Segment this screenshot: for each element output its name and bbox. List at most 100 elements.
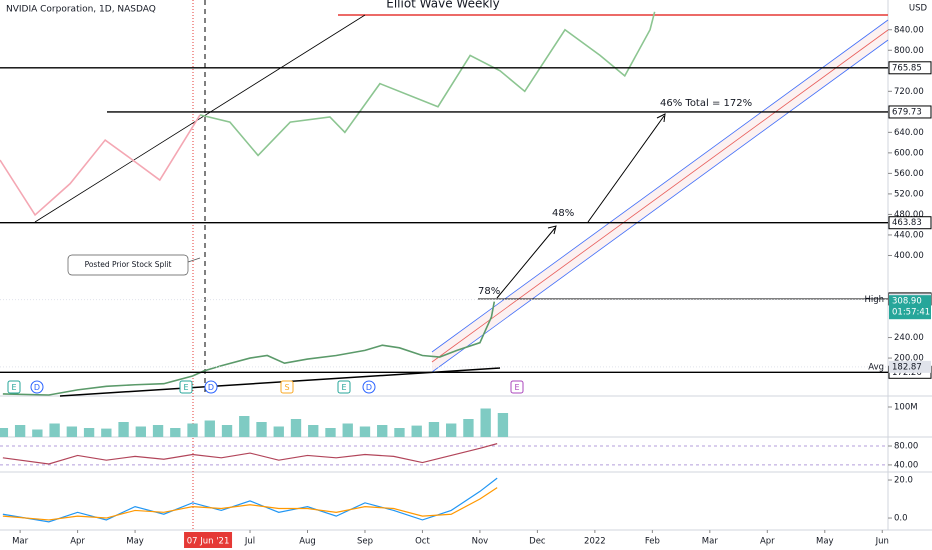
event-letter: E xyxy=(341,383,346,392)
last-tag: 308.90 xyxy=(892,297,922,307)
avg-tag: 182.87 xyxy=(892,362,922,372)
volume-bar xyxy=(463,419,474,437)
y-tick-label: 80.00 xyxy=(894,441,918,451)
volume-bar xyxy=(32,429,43,437)
avg-tag-bg xyxy=(889,360,931,373)
event-badge xyxy=(337,380,351,394)
price-tag: 463.83 xyxy=(892,218,922,228)
volume-bar xyxy=(411,425,422,437)
volume-bar xyxy=(204,420,215,437)
y-tick-label: 600.00 xyxy=(894,148,924,158)
price-tag: 765.85 xyxy=(892,63,922,73)
event-letter: E xyxy=(183,383,188,392)
y-tick-label: 240.00 xyxy=(894,333,924,343)
x-tick-label: 2022 xyxy=(584,537,606,547)
volume-bar xyxy=(428,422,440,437)
trend-line xyxy=(34,14,366,223)
y-tick-label: 840.00 xyxy=(894,25,924,35)
volume-bar xyxy=(221,425,233,437)
volume-bar xyxy=(187,423,198,437)
x-tick-label: Jun xyxy=(875,537,889,547)
volume-bar xyxy=(0,428,9,437)
event-badge xyxy=(30,380,44,394)
price-line xyxy=(0,114,201,217)
volume-bar xyxy=(101,428,112,437)
high-name: High xyxy=(864,295,884,305)
y-tick-label: 800.00 xyxy=(894,46,924,56)
price-line xyxy=(199,11,656,157)
x-tick-label: Nov xyxy=(472,537,489,547)
currency: USD xyxy=(909,4,928,14)
y-tick-label: 100M xyxy=(894,403,918,413)
x-tick-label: Apr xyxy=(70,537,85,547)
x-tick-label: Oct xyxy=(415,537,430,547)
y-tick-label: 440.00 xyxy=(894,230,924,240)
channel-upper xyxy=(431,19,889,353)
event-letter: S xyxy=(284,383,289,392)
heading: Elliot Wave Weekly xyxy=(386,0,500,11)
event-letter: E xyxy=(11,383,16,392)
price-line xyxy=(2,487,498,521)
volume-bar xyxy=(359,426,371,437)
x-tick-label: Feb xyxy=(645,537,660,547)
volume-bar xyxy=(377,425,388,437)
volume-bar xyxy=(118,422,129,437)
event-letter: D xyxy=(208,383,214,392)
volume-bar xyxy=(256,422,267,437)
countdown: 01:57:41 xyxy=(892,308,930,318)
event-badge xyxy=(280,380,294,394)
volume-bar xyxy=(308,425,319,437)
y-tick-label: 40.00 xyxy=(894,460,918,470)
event-letter: D xyxy=(366,383,372,392)
y-tick-label: 400.00 xyxy=(894,251,924,261)
volume-bar xyxy=(14,425,26,437)
chart-title: NVIDIA Corporation, 1D, NASDAQ xyxy=(6,5,156,15)
x-tick-label: May xyxy=(816,537,834,547)
volume-bar xyxy=(394,428,405,437)
volume-bar xyxy=(446,423,457,437)
price-tag: 679.73 xyxy=(892,107,922,117)
y-tick-label: 0.0 xyxy=(894,514,908,524)
avg-name: Avg xyxy=(868,362,884,372)
event-badge xyxy=(510,380,524,394)
channel-mid xyxy=(431,29,889,363)
x-tick-label: Dec xyxy=(529,537,546,547)
price-tag-bg xyxy=(888,61,932,75)
price-tag-bg xyxy=(888,216,932,230)
x-tick-label: May xyxy=(126,537,144,547)
y-tick-label: 520.00 xyxy=(894,189,924,199)
callout-box xyxy=(67,254,189,276)
volume-bar xyxy=(170,428,181,437)
volume-bar xyxy=(239,416,250,437)
price-line xyxy=(2,301,496,396)
price-tag-bg xyxy=(888,105,932,119)
volume-bar xyxy=(135,426,146,437)
channel-lower xyxy=(431,39,889,373)
arrows xyxy=(496,113,666,299)
volume-bar xyxy=(480,408,491,437)
annotation: 78% xyxy=(478,286,500,297)
event-letter: E xyxy=(514,383,519,392)
y-tick-label: 20.0 xyxy=(894,476,913,486)
callout-text: Posted Prior Stock Split xyxy=(85,260,172,269)
x-tick-label: Mar xyxy=(702,537,719,547)
volume-bar xyxy=(83,428,95,437)
cursor-tag xyxy=(184,532,233,548)
volume-bar xyxy=(290,419,302,437)
annotation: 46% Total = 172% xyxy=(660,98,752,109)
x-tick-label: Mar xyxy=(12,537,29,547)
volume-bar xyxy=(497,413,509,437)
event-badge xyxy=(362,380,376,394)
annotation: 48% xyxy=(552,208,574,219)
y-tick-label: 560.00 xyxy=(894,169,924,179)
event-badge xyxy=(204,380,218,394)
volume-bar xyxy=(152,425,164,437)
volume-bar xyxy=(342,423,353,437)
last-tag-bg xyxy=(889,295,931,320)
volume-bar xyxy=(325,428,336,437)
volume-bar xyxy=(273,426,284,437)
x-tick-label: Apr xyxy=(760,537,775,547)
y-tick-label: 480.00 xyxy=(894,210,924,220)
x-tick-label: Sep xyxy=(357,537,373,547)
